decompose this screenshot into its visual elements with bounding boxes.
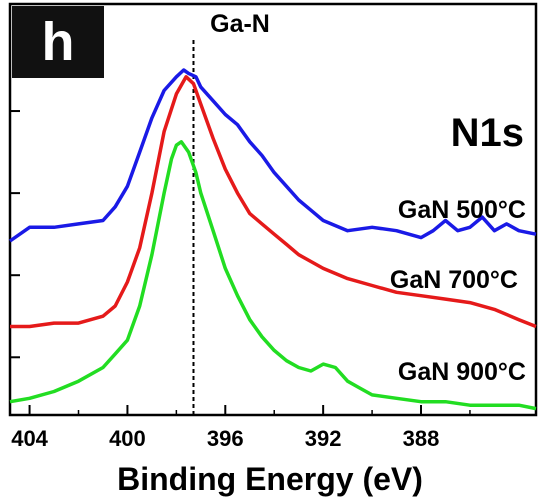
panel-label: h — [42, 12, 75, 72]
x-tick-label: 388 — [403, 426, 440, 451]
y-axis-ticks — [10, 110, 20, 359]
series-label-500: GaN 500°C — [398, 196, 526, 224]
chart-title: N1s — [451, 111, 524, 155]
panel-label-badge — [12, 6, 104, 78]
series-line-0 — [8, 68, 537, 243]
x-tick-label: 396 — [207, 426, 244, 451]
series-label-900: GaN 900°C — [398, 358, 526, 386]
x-tick-label: 400 — [109, 426, 146, 451]
x-tick-label: 404 — [11, 426, 48, 451]
x-axis-ticks: 404 400 396 392 388 — [11, 405, 471, 451]
plot-frame — [8, 2, 538, 417]
series-line-2 — [9, 140, 537, 411]
series-line-1 — [10, 75, 537, 329]
x-axis-title: Binding Energy (eV) — [117, 461, 423, 497]
series-layer — [8, 68, 537, 411]
series-label-700: GaN 700°C — [390, 266, 518, 294]
x-tick-label: 392 — [305, 426, 342, 451]
reference-line-label: Ga-N — [210, 10, 270, 38]
